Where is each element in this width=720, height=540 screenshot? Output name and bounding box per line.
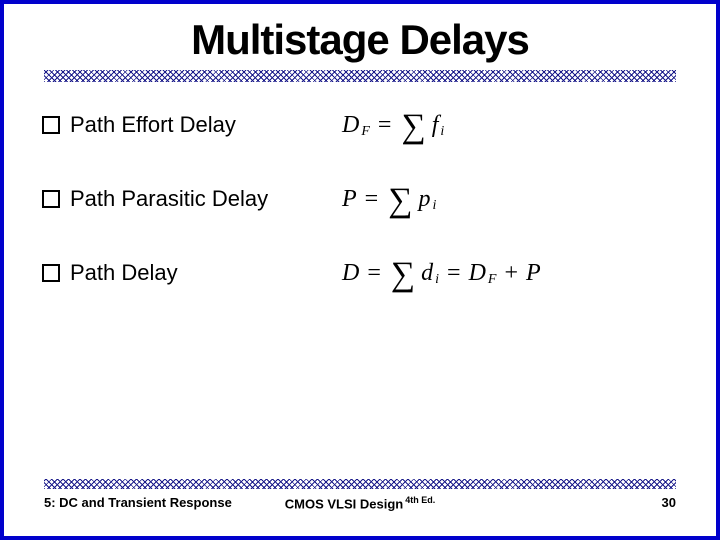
footer: 5: DC and Transient Response CMOS VLSI D… [44, 479, 676, 510]
bullet-row: Path Delay D = ∑ di = DF + P [42, 260, 678, 287]
bullet-text: Path Effort Delay [70, 112, 236, 138]
formula-rhs-sub: i [432, 198, 436, 214]
bullet-text: Path Parasitic Delay [70, 186, 268, 212]
footer-center: CMOS VLSI Design4th Ed. [285, 495, 435, 511]
bullet-row: Path Parasitic Delay P = ∑ pi [42, 186, 678, 213]
footer-center-sup: 4th Ed. [405, 495, 435, 505]
footer-page-number: 30 [662, 495, 676, 510]
formula-lhs-var: D [342, 112, 359, 139]
sigma-icon: ∑ [391, 265, 415, 285]
formula-rhs-var: p [418, 186, 430, 213]
formula: D = ∑ di = DF + P [342, 260, 678, 287]
equals-sign: = [378, 112, 392, 139]
formula-sum-var: d [421, 260, 433, 287]
equals-sign: = [447, 260, 461, 287]
footer-left: 5: DC and Transient Response [44, 495, 232, 510]
formula-sum-sub: i [435, 272, 439, 288]
footer-center-main: CMOS VLSI Design [285, 496, 403, 511]
slide-title: Multistage Delays [4, 16, 716, 64]
formula-lhs-var: P [342, 186, 357, 213]
formula-tail-sub: F [488, 272, 497, 288]
footer-divider [44, 479, 676, 489]
bullet-row: Path Effort Delay DF = ∑ fi [42, 112, 678, 139]
formula-lhs-var: D [342, 260, 359, 287]
equals-sign: = [367, 260, 381, 287]
sigma-icon: ∑ [388, 191, 412, 211]
bullet-marker [42, 264, 60, 282]
sigma-icon: ∑ [401, 117, 425, 137]
slide-frame: Multistage Delays Path Effort Delay DF =… [0, 0, 720, 540]
formula-tail-var: D [469, 260, 486, 287]
bullet-marker [42, 116, 60, 134]
equals-sign: = [365, 186, 379, 213]
bullet-marker [42, 190, 60, 208]
formula-tail-var: P [526, 260, 541, 287]
plus-sign: + [504, 260, 518, 287]
formula-rhs-var: f [432, 112, 439, 139]
title-divider [44, 70, 676, 82]
formula-lhs-sub: F [361, 124, 370, 140]
formula: P = ∑ pi [342, 186, 678, 213]
formula: DF = ∑ fi [342, 112, 678, 139]
bullet-text: Path Delay [70, 260, 178, 286]
formula-rhs-sub: i [440, 124, 444, 140]
